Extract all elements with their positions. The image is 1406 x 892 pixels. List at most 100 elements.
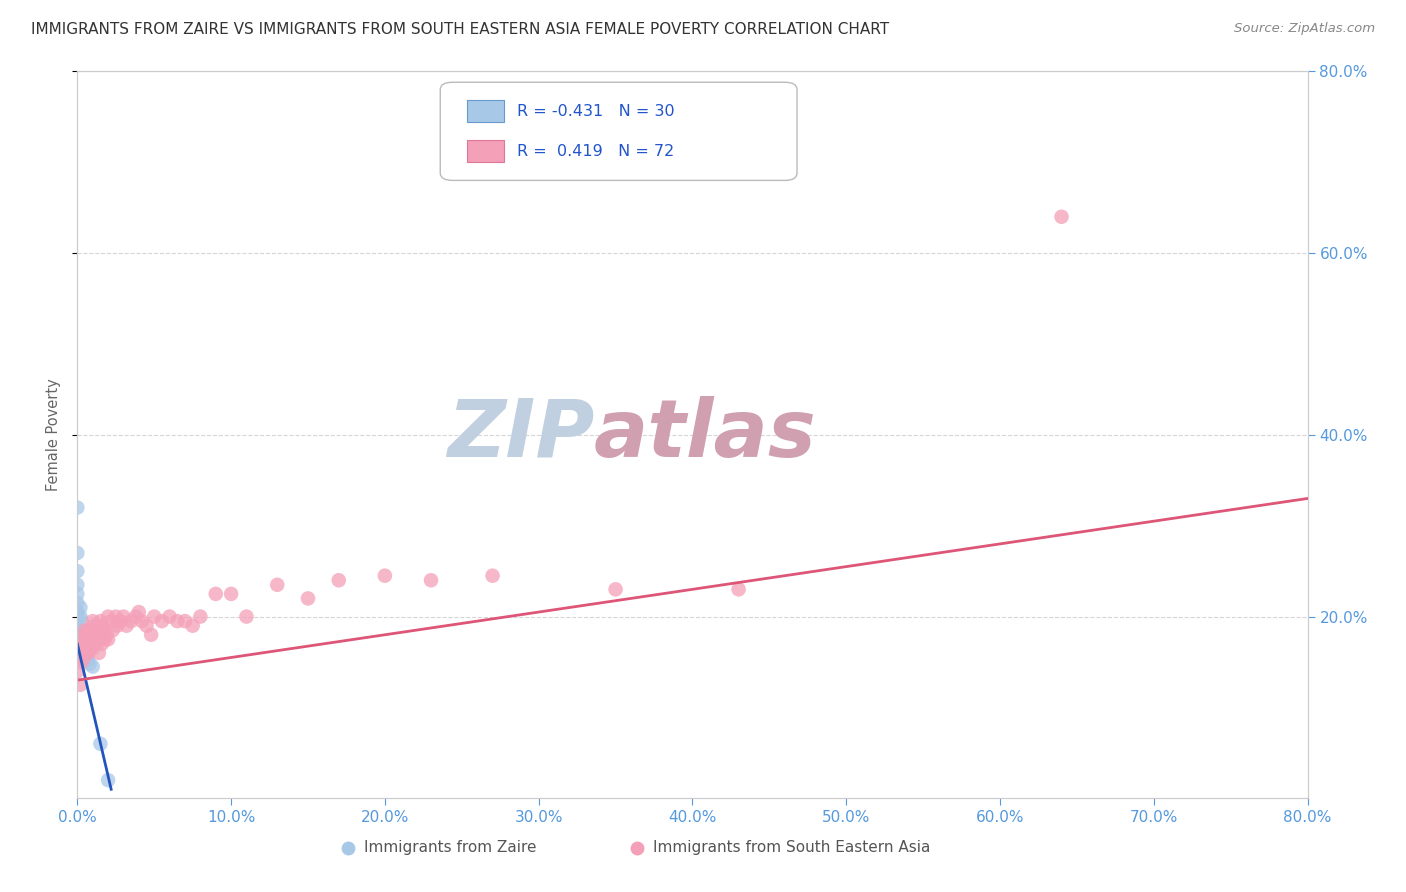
Point bbox=[159, 609, 181, 624]
Text: R =  0.419   N = 72: R = 0.419 N = 72 bbox=[516, 144, 673, 159]
Point bbox=[100, 614, 122, 628]
Point bbox=[66, 664, 89, 678]
Point bbox=[101, 624, 124, 638]
Point bbox=[79, 641, 101, 656]
Point bbox=[69, 641, 91, 656]
Point bbox=[86, 618, 108, 632]
Point bbox=[69, 628, 91, 642]
Point bbox=[66, 596, 89, 610]
Point bbox=[87, 624, 110, 638]
Point bbox=[73, 637, 96, 651]
Point bbox=[79, 628, 101, 642]
Point bbox=[181, 618, 204, 632]
Point bbox=[150, 614, 173, 628]
Point bbox=[94, 632, 117, 647]
Text: Source: ZipAtlas.com: Source: ZipAtlas.com bbox=[1234, 22, 1375, 36]
Point bbox=[120, 614, 142, 628]
Point bbox=[76, 641, 98, 656]
Point bbox=[82, 659, 104, 673]
Point bbox=[80, 637, 103, 651]
Point bbox=[605, 582, 627, 597]
Point bbox=[87, 646, 110, 660]
Point bbox=[66, 587, 89, 601]
Point bbox=[82, 628, 104, 642]
Point bbox=[69, 609, 91, 624]
Bar bbox=[467, 101, 505, 122]
Point bbox=[70, 614, 93, 628]
Point bbox=[328, 574, 350, 588]
Point bbox=[73, 632, 96, 647]
Point bbox=[84, 637, 107, 651]
Point bbox=[174, 614, 197, 628]
Bar bbox=[467, 140, 505, 162]
Point bbox=[481, 568, 503, 582]
Point bbox=[188, 609, 212, 624]
Point bbox=[135, 618, 157, 632]
Point bbox=[96, 628, 118, 642]
Point bbox=[89, 628, 111, 642]
Point bbox=[66, 546, 89, 560]
Point bbox=[128, 605, 150, 619]
Point bbox=[89, 737, 111, 751]
Point bbox=[105, 618, 128, 632]
Point bbox=[69, 678, 91, 692]
Text: R = -0.431   N = 30: R = -0.431 N = 30 bbox=[516, 103, 673, 119]
Point bbox=[76, 639, 98, 653]
Point bbox=[77, 653, 100, 667]
Point bbox=[73, 650, 96, 665]
Point bbox=[141, 628, 163, 642]
Point bbox=[82, 641, 104, 656]
Point bbox=[97, 773, 120, 788]
Point bbox=[104, 609, 127, 624]
Point bbox=[77, 646, 100, 660]
Point bbox=[89, 614, 111, 628]
Point bbox=[69, 600, 91, 615]
Point bbox=[82, 614, 104, 628]
Point bbox=[374, 568, 396, 582]
Point bbox=[266, 578, 288, 592]
Point bbox=[72, 628, 94, 642]
Point bbox=[66, 632, 89, 647]
Point bbox=[66, 578, 89, 592]
Point bbox=[112, 609, 135, 624]
Point bbox=[297, 591, 319, 606]
Point bbox=[66, 624, 89, 638]
Point bbox=[110, 614, 132, 628]
Point bbox=[90, 618, 114, 632]
Point bbox=[73, 624, 96, 638]
Point bbox=[125, 609, 148, 624]
Point bbox=[166, 614, 188, 628]
Point bbox=[72, 650, 94, 665]
Point bbox=[420, 574, 443, 588]
Point bbox=[70, 632, 93, 647]
Point bbox=[72, 637, 94, 651]
FancyBboxPatch shape bbox=[440, 82, 797, 180]
Point bbox=[66, 500, 89, 515]
Point bbox=[66, 564, 89, 578]
Point bbox=[79, 657, 101, 671]
Point bbox=[90, 637, 114, 651]
Point bbox=[86, 632, 108, 647]
Y-axis label: Female Poverty: Female Poverty bbox=[46, 378, 62, 491]
Text: Immigrants from South Eastern Asia: Immigrants from South Eastern Asia bbox=[654, 840, 931, 855]
Point bbox=[66, 614, 89, 628]
Point bbox=[83, 618, 105, 632]
Point bbox=[204, 587, 226, 601]
Point bbox=[93, 624, 115, 638]
Point bbox=[83, 632, 105, 647]
Point bbox=[70, 655, 93, 669]
Point bbox=[80, 624, 103, 638]
Point bbox=[131, 614, 153, 628]
Point bbox=[97, 609, 120, 624]
Point bbox=[73, 641, 96, 656]
Point bbox=[727, 582, 749, 597]
Point bbox=[77, 624, 100, 638]
Point bbox=[67, 650, 90, 665]
Point bbox=[73, 646, 96, 660]
Text: IMMIGRANTS FROM ZAIRE VS IMMIGRANTS FROM SOUTH EASTERN ASIA FEMALE POVERTY CORRE: IMMIGRANTS FROM ZAIRE VS IMMIGRANTS FROM… bbox=[31, 22, 889, 37]
Point bbox=[72, 637, 94, 651]
Point bbox=[97, 632, 120, 647]
Point bbox=[77, 644, 100, 658]
Point bbox=[143, 609, 166, 624]
Point bbox=[219, 587, 242, 601]
